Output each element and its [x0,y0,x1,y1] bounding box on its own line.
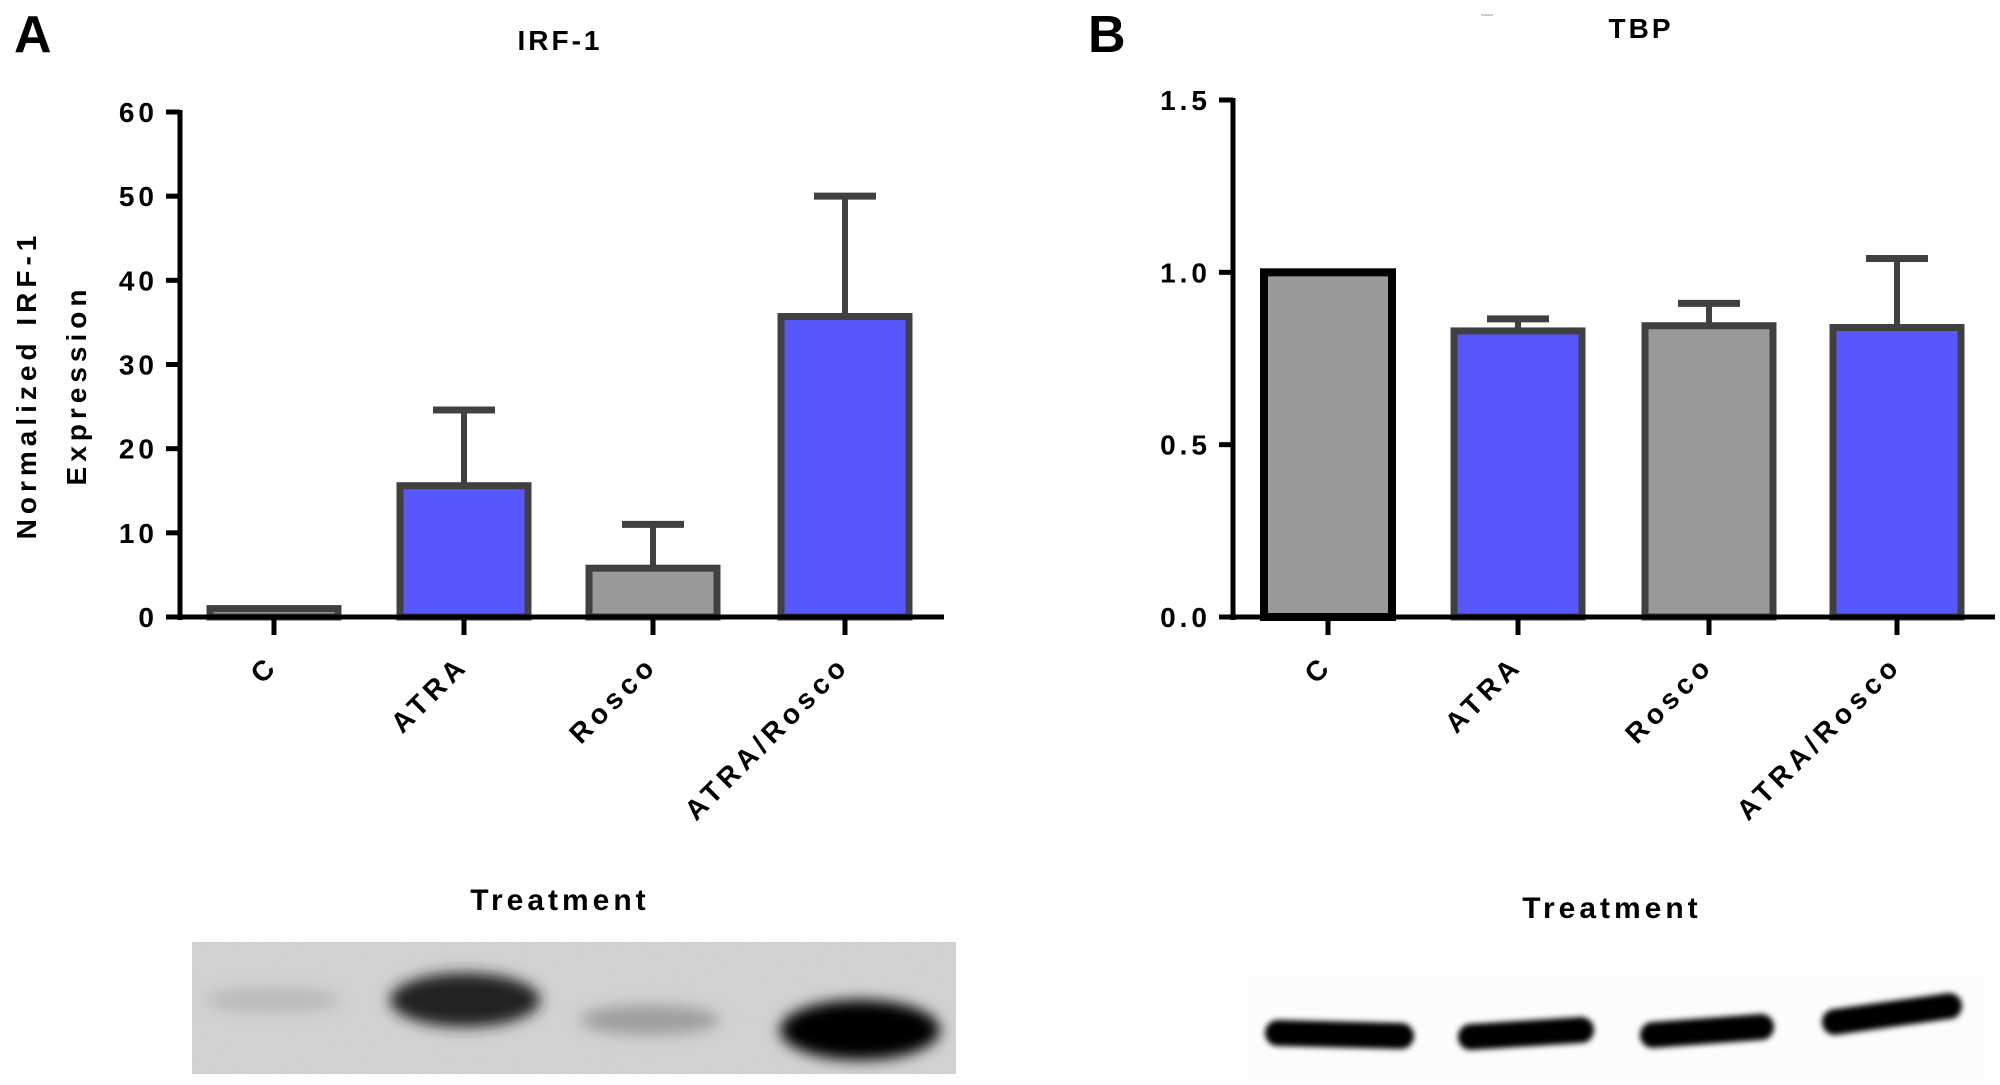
y-tick-label: 0 [138,602,158,633]
panel-b: B TBP 0.00.51.01.5 C ATRA Rosco ATRA/Rosco … [1088,6,1995,1080]
chart-b-title: TBP [1609,13,1674,44]
blot-band [1265,1020,1414,1049]
blot-b-bands [1265,993,1962,1050]
blot-band [780,1000,940,1060]
bar-rosco [585,564,721,621]
y-tick-label: 30 [119,350,158,381]
y-tick-label: 1.5 [1160,85,1211,116]
bar-rosco [1641,322,1777,621]
y-tick-label: 0.0 [1160,602,1211,633]
category-label: C [244,649,284,689]
y-tick-label: 0.5 [1160,430,1211,461]
chart-a-y-axis-title-2: Expression [61,285,92,486]
y-tick-label: 1.0 [1160,257,1211,288]
panel-b-letter: B [1088,6,1126,64]
chart-b-bars [1260,255,1965,635]
panel-a: A IRF-1 Normalized IRF-1 Expression 0 10 2… [11,6,956,1074]
bar-atra [1450,327,1586,621]
chart-a-title: IRF-1 [518,25,603,56]
y-tick-label: 10 [119,518,158,549]
blot-band [580,1005,720,1035]
chart-a-y-axis-title: Normalized IRF-1 [11,231,42,540]
blot-b [1248,975,1983,1080]
category-label: ATRA [385,649,475,739]
y-tick-label: 60 [119,97,158,128]
title-artifact-dash [1481,14,1493,16]
blot-band [1458,1017,1594,1050]
panel-a-letter: A [14,6,52,64]
y-tick-label: 40 [119,265,158,296]
y-axis-title-line-2: Expression [61,285,92,486]
bar-atra-rosco [777,313,913,621]
category-label: ATRA/Rosco [678,649,855,826]
category-label: Rosco [1619,649,1719,749]
category-label: ATRA [1439,649,1529,739]
bar-atra-rosco [1829,323,1965,621]
category-label: C [1298,649,1338,689]
blot-a-bands [205,973,940,1060]
blot-band [1822,993,1962,1035]
category-label: ATRA/Rosco [1730,649,1907,826]
chart-b-category-labels: C ATRA Rosco ATRA/Rosco [1298,649,1907,826]
chart-a-category-labels: C ATRA Rosco ATRA/Rosco [244,649,855,826]
y-tick-label: 20 [119,434,158,465]
chart-b-x-axis-title: Treatment [1522,892,1701,925]
chart-a-x-axis-title: Treatment [470,884,649,917]
blot-band [390,973,540,1027]
chart-a-y-ticks: 0 10 20 30 40 50 60 [119,97,180,633]
chart-a-bars [206,192,913,635]
bar-atra [396,482,532,621]
chart-b-y-ticks: 0.0 0.5 1.0 1.5 [1160,85,1233,633]
bar-c [1260,268,1396,621]
y-tick-label: 50 [119,181,158,212]
y-axis-title-line-1: Normalized IRF-1 [11,231,42,540]
blot-a [192,942,956,1074]
blot-band [205,987,340,1013]
category-label: Rosco [563,649,663,749]
blot-band [1640,1014,1774,1048]
